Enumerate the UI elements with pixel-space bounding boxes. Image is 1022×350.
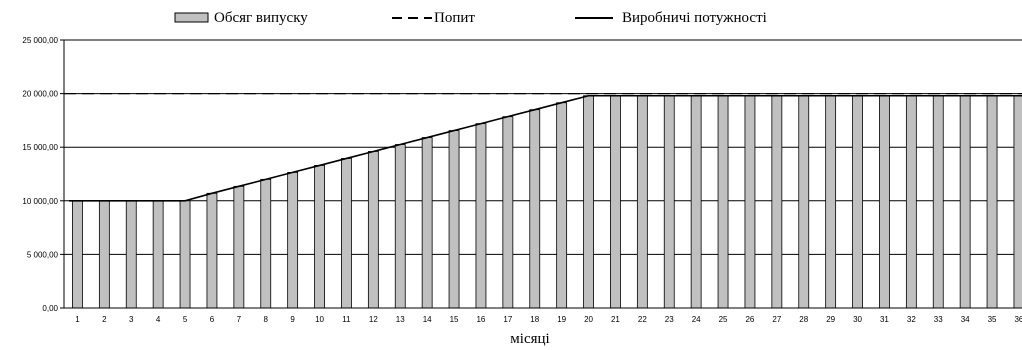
bar: [610, 95, 621, 309]
gridlines: [60, 39, 1022, 309]
x-tick-label: 21: [611, 315, 620, 324]
legend-label-demand: Попит: [434, 10, 475, 26]
bar: [825, 95, 837, 309]
x-axis-label: місяці: [510, 331, 549, 347]
bar: [663, 95, 675, 309]
x-tick-label: 4: [156, 315, 161, 324]
y-tick-label: 0,00: [42, 304, 58, 313]
bar: [448, 130, 460, 309]
bar: [583, 95, 594, 309]
bar: [932, 95, 944, 309]
x-tick-label: 15: [450, 315, 459, 324]
legend-item-capacity: Виробничі потужності: [575, 10, 767, 26]
x-tick-label: 14: [423, 315, 432, 324]
legend-swatch-output: [174, 12, 209, 23]
x-tick-label: 28: [799, 315, 808, 324]
x-tick-label: 27: [772, 315, 781, 324]
x-tick-label: 9: [290, 315, 295, 324]
x-tick-label: 16: [476, 315, 485, 324]
x-tick-label: 11: [342, 315, 351, 324]
x-tick-labels: 1 2 3 4 5 6 7 8 9 10 11 12 13 14 15 16 17 18 19 20 21 22 23 24 2…: [75, 315, 1022, 324]
bar: [152, 200, 164, 309]
x-tick-label: 22: [638, 315, 647, 324]
bar: [690, 95, 702, 309]
x-tick-label: 30: [853, 315, 862, 324]
x-tick-label: 36: [1014, 315, 1022, 324]
bar: [959, 95, 971, 309]
x-tick-label: 1: [75, 315, 80, 324]
x-tick-label: 31: [880, 315, 889, 324]
x-tick-label: 7: [237, 315, 242, 324]
bar: [367, 151, 379, 309]
x-tick-label: 24: [692, 315, 701, 324]
plot-area: 0,00 5 000,00 10 000,00 15 000,00 20 000,00 2…: [22, 36, 1022, 324]
bar: [314, 165, 325, 309]
legend-label-output: Обсяг випуску: [214, 10, 308, 26]
bar: [233, 185, 245, 309]
x-tick-label: 25: [719, 315, 728, 324]
bar: [179, 200, 191, 309]
bar: [852, 95, 863, 309]
legend-item-demand: Попит: [392, 10, 475, 26]
x-tick-label: 32: [907, 315, 916, 324]
legend-item-output: Обсяг випуску: [174, 10, 308, 26]
bar: [798, 95, 810, 309]
series-line-capacity: [69, 94, 1022, 202]
x-tick-label: 35: [988, 315, 997, 324]
x-tick-label: 29: [826, 315, 835, 324]
bar: [475, 123, 487, 309]
bar: [529, 109, 541, 309]
bar: [206, 192, 218, 309]
bar: [1013, 95, 1022, 309]
bar: [717, 95, 729, 309]
bar: [636, 95, 648, 309]
x-tick-label: 2: [102, 315, 107, 324]
bar: [986, 95, 998, 309]
y-tick-label: 20 000,00: [22, 90, 58, 99]
bar: [98, 200, 110, 309]
x-tick-label: 26: [745, 315, 754, 324]
y-tick-labels: 0,00 5 000,00 10 000,00 15 000,00 20 000,00 2…: [22, 36, 58, 313]
bar: [287, 171, 299, 309]
x-tick-label: 10: [315, 315, 324, 324]
bar: [502, 116, 514, 309]
bar: [341, 158, 352, 309]
x-tick-label: 34: [961, 315, 970, 324]
y-tick-label: 15 000,00: [22, 143, 58, 152]
bar: [421, 137, 433, 309]
x-tick-label: 13: [396, 315, 405, 324]
bar: [260, 178, 272, 309]
legend: Обсяг випуску Попит Виробничі потужності: [174, 10, 767, 26]
bar: [879, 95, 890, 309]
x-tick-label: 20: [584, 315, 593, 324]
x-tick-label: 5: [183, 315, 188, 324]
x-tick-label: 6: [210, 315, 215, 324]
legend-label-capacity: Виробничі потужності: [622, 10, 767, 26]
x-tick-label: 17: [503, 315, 512, 324]
x-tick-label: 33: [934, 315, 943, 324]
x-tick-label: 19: [557, 315, 566, 324]
x-tick-label: 3: [129, 315, 134, 324]
x-tick-label: 8: [264, 315, 269, 324]
bar: [125, 200, 137, 309]
bar: [905, 95, 917, 309]
y-tick-label: 5 000,00: [27, 250, 59, 259]
series-lines: [64, 92, 1022, 202]
bars: [72, 95, 1022, 309]
y-tick-label: 10 000,00: [22, 197, 58, 206]
bar: [771, 95, 783, 309]
bar: [394, 144, 406, 309]
bar: [556, 102, 568, 309]
y-tick-label: 25 000,00: [22, 36, 58, 45]
bar: [744, 95, 756, 309]
x-tick-label: 18: [530, 315, 539, 324]
x-tick-label: 12: [369, 315, 378, 324]
bar: [72, 200, 83, 309]
x-tick-label: 23: [665, 315, 674, 324]
